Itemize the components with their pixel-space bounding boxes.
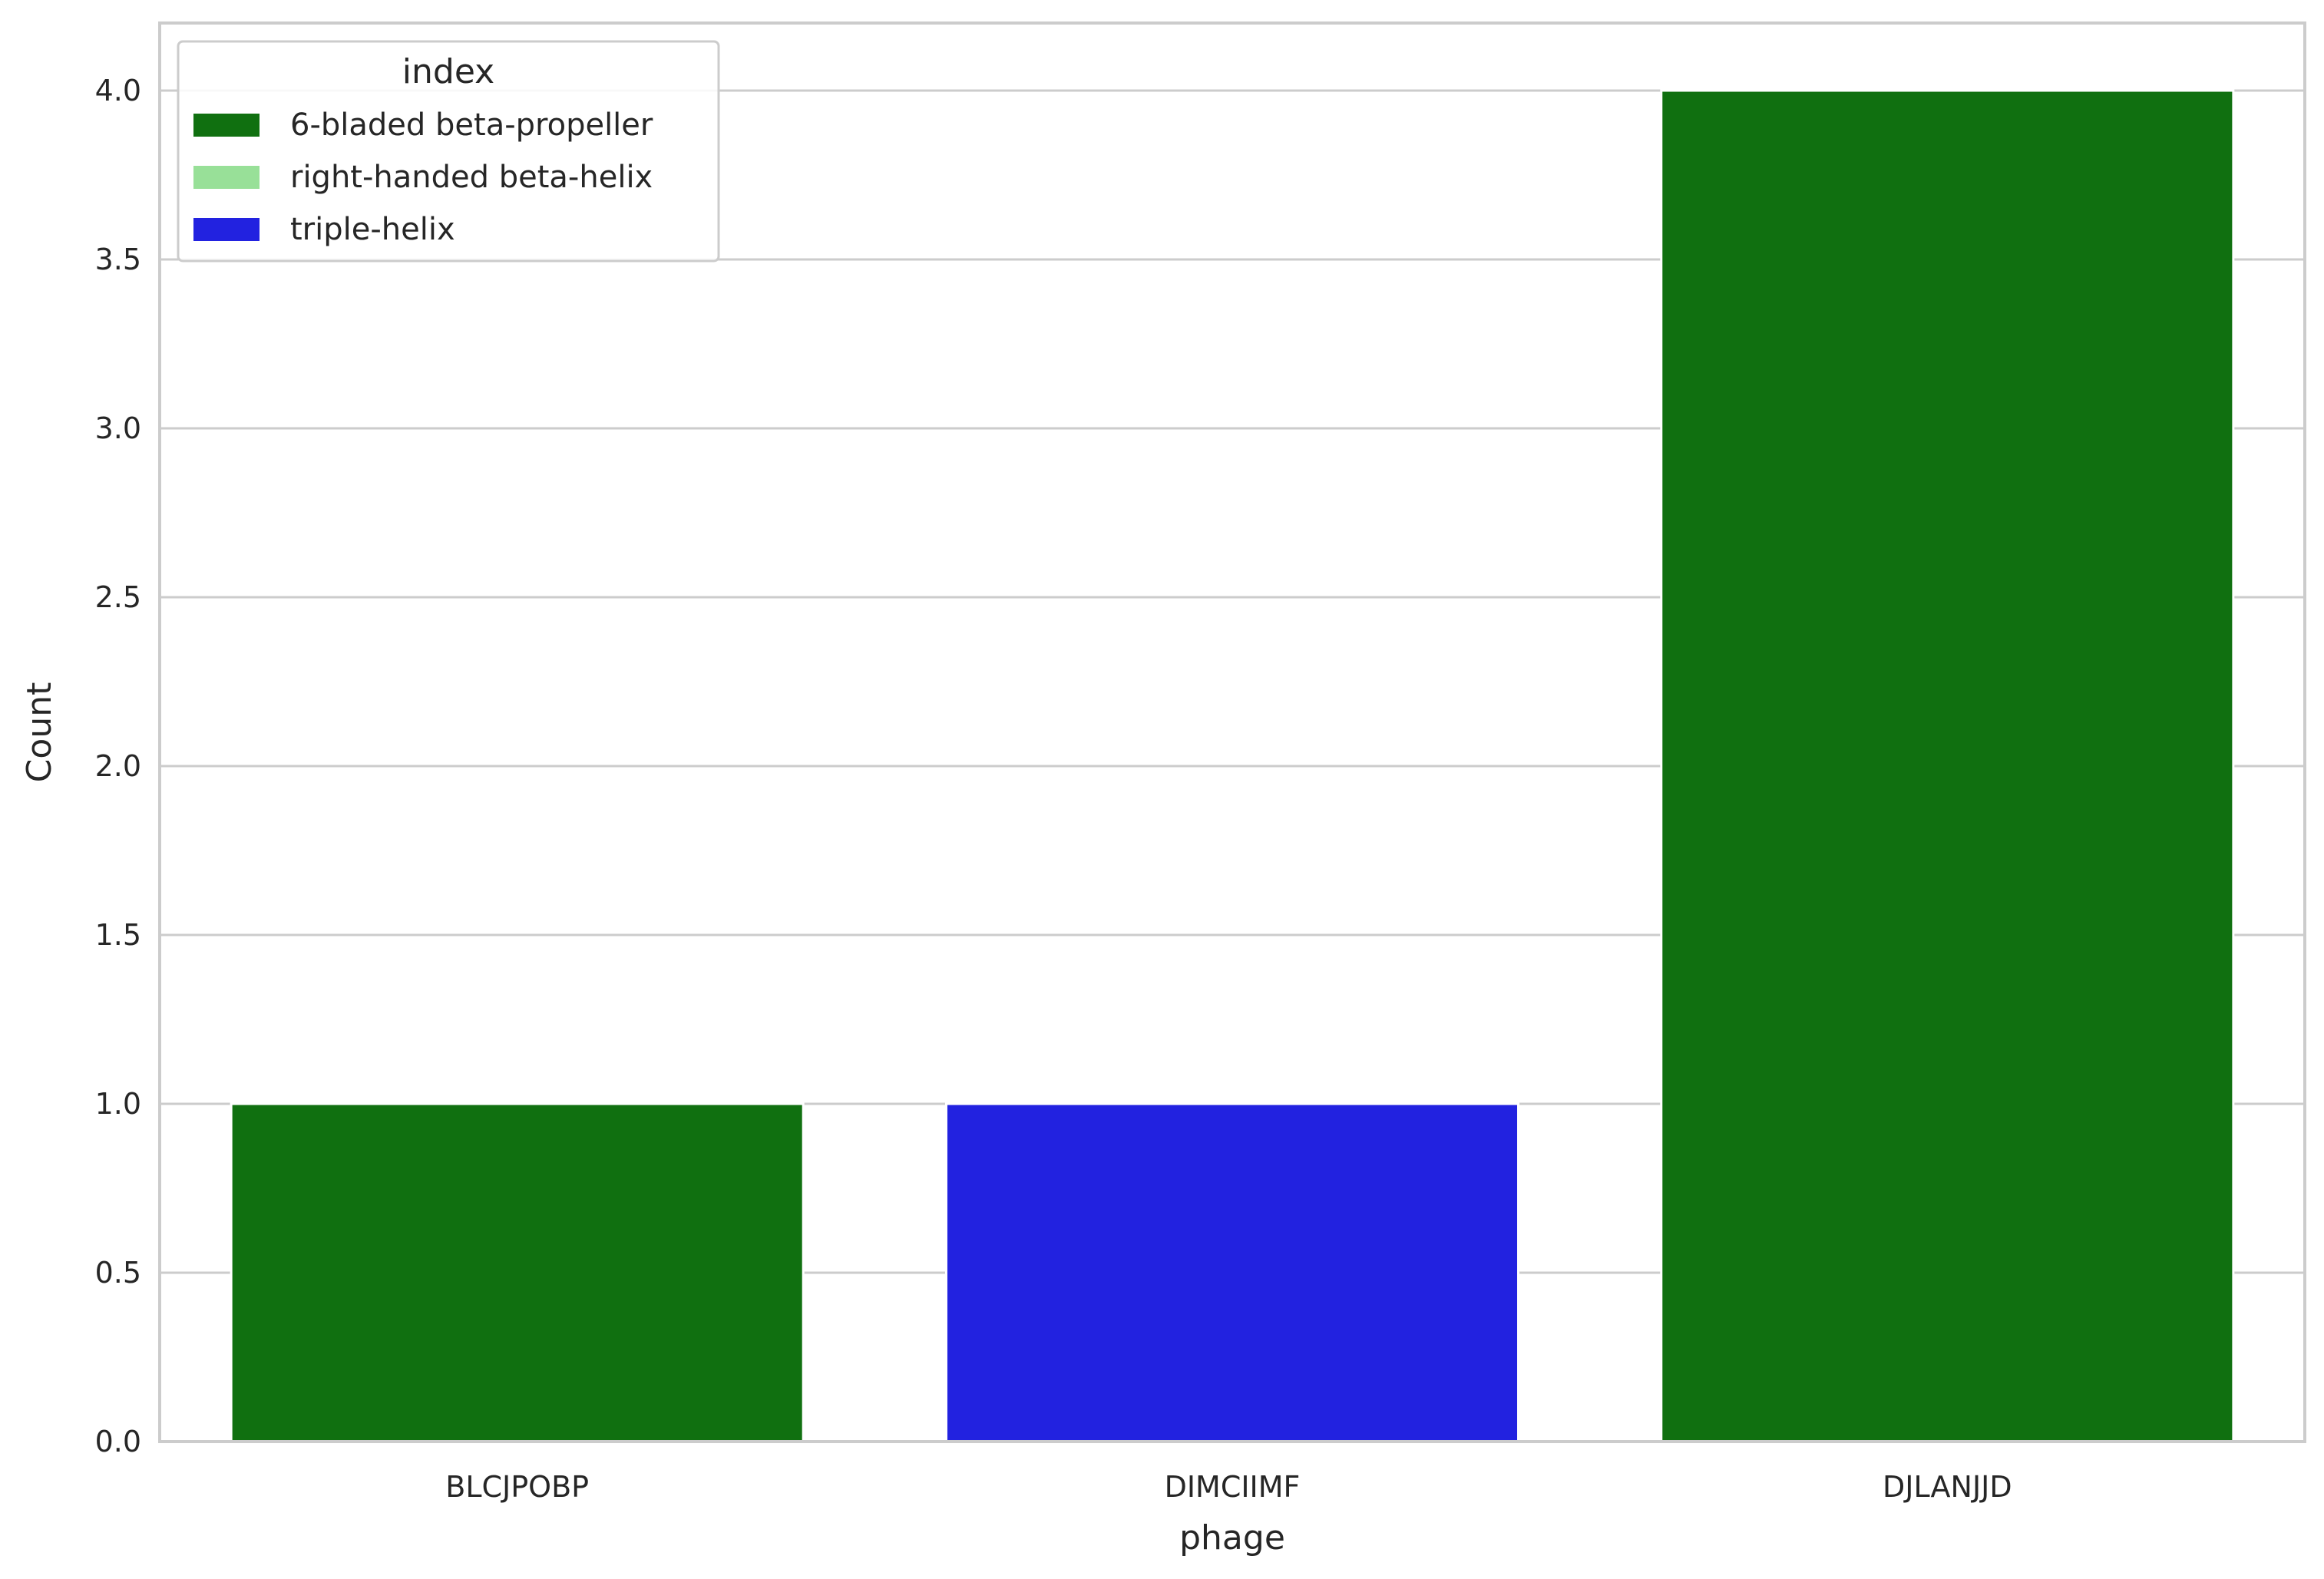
legend-entries: 6-bladed beta-propeller right-handed beta… (193, 107, 653, 247)
plot-frame (158, 21, 2306, 1443)
legend: index 6-bladed beta-propeller right-hande… (177, 40, 720, 263)
y-axis-title: Count (20, 682, 59, 783)
legend-box (177, 40, 720, 263)
x-tick-label: DJLANJJD (1883, 1470, 2012, 1504)
x-tick-label: BLCJPOBP (445, 1470, 589, 1504)
bar-dimciimf (944, 1102, 1520, 1443)
x-tick-label: DIMCIIMF (1165, 1470, 1301, 1504)
x-axis-title: phage (1179, 1518, 1285, 1558)
x-tick-labels: BLCJPOBP DIMCIIMF DJLANJJD (445, 1470, 2012, 1504)
legend-label: 6-bladed beta-propeller (290, 107, 653, 143)
y-tick-label: 4.0 (95, 74, 141, 107)
legend-swatch (193, 166, 260, 189)
y-tick-label: 2.0 (95, 749, 141, 783)
legend-swatch (193, 218, 260, 241)
legend-title: index (402, 52, 494, 91)
bar-blcjpobp (230, 1102, 805, 1443)
y-tick-label: 0.0 (95, 1425, 141, 1458)
legend-label: triple-helix (290, 212, 455, 247)
y-tick-label: 0.5 (95, 1256, 141, 1290)
y-tick-label: 1.5 (95, 918, 141, 952)
y-tick-label: 3.5 (95, 243, 141, 276)
y-tick-label: 2.5 (95, 580, 141, 614)
bars (230, 89, 2235, 1443)
legend-label: right-handed beta-helix (290, 160, 653, 195)
y-tick-label: 3.0 (95, 411, 141, 445)
bar-djlanjjd (1660, 89, 2235, 1443)
y-tick-label: 1.0 (95, 1087, 141, 1121)
legend-swatch (193, 114, 260, 137)
y-tick-labels: 0.0 0.5 1.0 1.5 2.0 2.5 3.0 3.5 4.0 (95, 74, 141, 1458)
